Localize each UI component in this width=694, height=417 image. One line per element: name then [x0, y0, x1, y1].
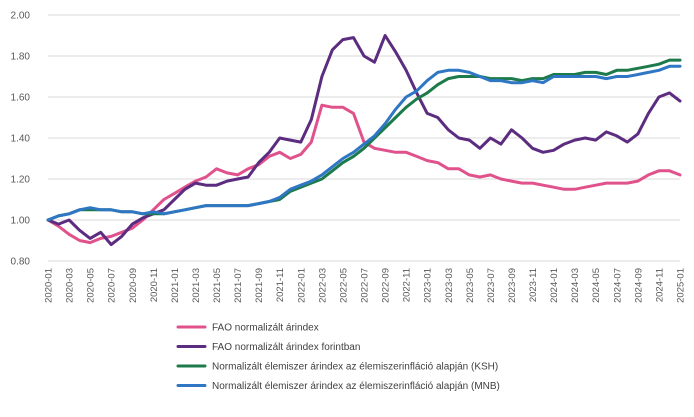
x-tick-label: 2024-11 — [654, 268, 665, 302]
x-tick-label: 2020-11 — [149, 268, 160, 302]
x-tick-label: 2020-03 — [65, 268, 76, 303]
y-tick-label: 2.00 — [11, 11, 31, 22]
x-tick-label: 2021-05 — [212, 268, 223, 303]
x-tick-label: 2023-03 — [444, 268, 455, 303]
y-axis-ticks: 0.80 1.00 1.20 1.40 1.60 1.80 2.00 — [11, 11, 31, 268]
x-tick-label: 2021-01 — [170, 268, 181, 303]
y-tick-label: 1.80 — [11, 52, 31, 63]
x-tick-label: 2022-11 — [402, 268, 413, 302]
legend: FAO normalizált árindex FAO normalizált á… — [176, 323, 500, 392]
series-line-1 — [46, 103, 682, 245]
x-tick-label: 2023-01 — [423, 268, 434, 303]
x-tick-label: 2023-07 — [486, 268, 497, 303]
x-tick-label: 2024-09 — [633, 268, 644, 303]
x-axis-ticks: 2020-01 2020-03 2020-05 2020-07 2020-09 2020-… — [44, 268, 687, 303]
x-tick-label: 2022-03 — [317, 268, 328, 303]
series-line-3 — [46, 58, 682, 222]
x-tick-label: 2020-01 — [44, 268, 55, 303]
legend-label-1: FAO normalizált árindex — [212, 323, 319, 334]
x-tick-label: 2020-05 — [86, 268, 97, 303]
x-tick-label: 2024-05 — [591, 268, 602, 303]
legend-label-4: Normalizált élemiszer árindex az élemisz… — [212, 381, 500, 392]
x-tick-label: 2024-07 — [612, 268, 623, 303]
x-tick-label: 2024-03 — [570, 268, 581, 303]
y-tick-label: 1.60 — [11, 93, 31, 104]
x-tick-label: 2021-09 — [254, 268, 265, 303]
y-tick-label: 1.00 — [11, 216, 31, 227]
legend-label-3: Normalizált élemiszer árindex az élemisz… — [212, 362, 498, 373]
x-tick-label: 2025-01 — [676, 268, 687, 303]
x-tick-label: 2022-01 — [296, 268, 307, 303]
x-tick-label: 2022-07 — [360, 268, 371, 303]
series-line-4 — [46, 64, 682, 222]
y-tick-label: 0.80 — [11, 257, 31, 268]
x-tick-label: 2022-05 — [338, 268, 349, 303]
x-tick-label: 2021-11 — [275, 268, 286, 302]
y-tick-label: 1.40 — [11, 134, 31, 145]
x-tick-label: 2024-01 — [549, 268, 560, 303]
x-tick-label: 2021-03 — [191, 268, 202, 303]
x-tick-label: 2023-09 — [507, 268, 518, 303]
x-tick-label: 2021-07 — [233, 268, 244, 303]
series-lines — [46, 34, 682, 247]
y-tick-label: 1.20 — [11, 175, 31, 186]
legend-label-2: FAO normalizált árindex forintban — [212, 342, 360, 353]
x-tick-label: 2020-09 — [128, 268, 139, 303]
x-tick-label: 2022-09 — [381, 268, 392, 303]
x-tick-label: 2023-05 — [465, 268, 476, 303]
x-tick-label: 2023-11 — [528, 268, 539, 302]
x-tick-label: 2020-07 — [107, 268, 118, 303]
